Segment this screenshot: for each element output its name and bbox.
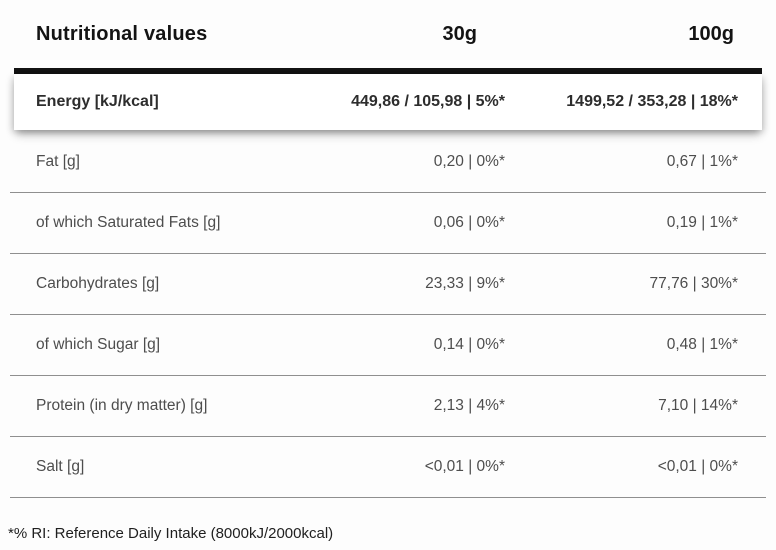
row-label: Protein (in dry matter) [g] <box>36 397 208 414</box>
table-row: Carbohydrates [g] 23,33 | 9%* 77,76 | 30… <box>10 254 766 315</box>
column-header-100g: 100g <box>688 22 734 45</box>
table-title: Nutritional values <box>36 22 208 45</box>
row-value-30g: 0,06 | 0%* <box>433 214 505 231</box>
header-divider-bar <box>14 68 762 74</box>
row-value-100g: 77,76 | 30%* <box>649 275 738 292</box>
row-label: Carbohydrates [g] <box>36 275 160 292</box>
row-value-100g: 0,48 | 1%* <box>666 336 738 353</box>
row-value-30g: 0,14 | 0%* <box>433 336 505 353</box>
row-label: of which Saturated Fats [g] <box>36 214 221 231</box>
table-row: Fat [g] 0,20 | 0%* 0,67 | 1%* <box>10 132 766 193</box>
energy-row: Energy [kJ/kcal] 449,86 / 105,98 | 5%* 1… <box>14 74 762 130</box>
row-value-30g: 449,86 / 105,98 | 5%* <box>351 93 505 110</box>
table-row: of which Sugar [g] 0,14 | 0%* 0,48 | 1%* <box>10 315 766 376</box>
table-header-row: Nutritional values 30g 100g <box>14 0 762 68</box>
table-body: Fat [g] 0,20 | 0%* 0,67 | 1%* of which S… <box>10 130 766 498</box>
table-row: Protein (in dry matter) [g] 2,13 | 4%* 7… <box>10 376 766 437</box>
row-label: Energy [kJ/kcal] <box>36 93 159 110</box>
row-value-100g: 7,10 | 14%* <box>658 397 738 414</box>
table-row: of which Saturated Fats [g] 0,06 | 0%* 0… <box>10 193 766 254</box>
row-value-30g: 2,13 | 4%* <box>433 397 505 414</box>
row-value-100g: 1499,52 / 353,28 | 18%* <box>566 93 738 110</box>
row-value-100g: <0,01 | 0%* <box>657 458 738 475</box>
row-value-30g: 23,33 | 9%* <box>425 275 505 292</box>
row-value-30g: <0,01 | 0%* <box>424 458 505 475</box>
row-label: Fat [g] <box>36 153 80 170</box>
row-value-30g: 0,20 | 0%* <box>433 153 505 170</box>
row-label: of which Sugar [g] <box>36 336 161 353</box>
row-value-100g: 0,19 | 1%* <box>666 214 738 231</box>
table-row: Salt [g] <0,01 | 0%* <0,01 | 0%* <box>10 437 766 498</box>
reference-intake-footnote: *% RI: Reference Daily Intake (8000kJ/20… <box>8 525 334 542</box>
row-label: Salt [g] <box>36 458 85 475</box>
row-value-100g: 0,67 | 1%* <box>666 153 738 170</box>
column-header-30g: 30g <box>442 22 477 45</box>
